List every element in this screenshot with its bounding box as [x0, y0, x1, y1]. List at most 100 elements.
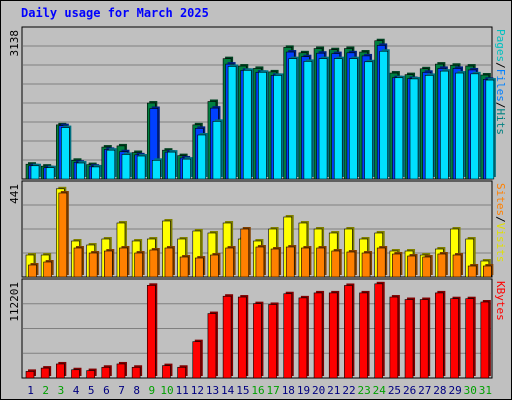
- bar-pages-day-7: [121, 154, 131, 180]
- bar-kbytes-day-24: [374, 283, 384, 379]
- x-tick-label-day-24: 24: [373, 384, 387, 397]
- legend-entry: /: [494, 62, 507, 69]
- bar-kbytes-day-1: [25, 371, 35, 379]
- bar-pages-day-1: [30, 165, 40, 180]
- bar-pages-day-22: [349, 58, 358, 180]
- bar-pages-day-2: [45, 167, 55, 180]
- bar-sites-day-4: [73, 247, 83, 278]
- bar-sites-day-17: [270, 248, 280, 278]
- bar-sites-day-24: [376, 247, 386, 278]
- y-max-label-top: 3138: [8, 30, 21, 57]
- bar-pages-day-26: [409, 78, 419, 180]
- bar-sites-day-9: [149, 249, 159, 278]
- bar-kbytes-day-25: [389, 296, 399, 379]
- bar-pages-day-14: [227, 66, 237, 180]
- bar-sites-day-7: [119, 247, 128, 278]
- bar-pages-day-28: [440, 70, 449, 180]
- bar-pages-day-23: [364, 61, 373, 180]
- bar-sites-day-11: [179, 256, 189, 278]
- bar-pages-day-11: [182, 158, 191, 180]
- bar-kbytes-day-23: [359, 292, 368, 379]
- bar-pages-day-24: [379, 50, 389, 180]
- bar-pages-day-31: [485, 79, 495, 180]
- x-tick-label-day-30: 30: [464, 384, 477, 397]
- bar-sites-day-1: [28, 264, 37, 278]
- bar-pages-day-15: [242, 70, 252, 180]
- legend-entry: Hits: [494, 109, 507, 136]
- legend-entry: Visits: [494, 223, 507, 263]
- bar-sites-day-6: [104, 250, 113, 278]
- x-tick-label-day-15: 15: [236, 384, 249, 397]
- bar-kbytes-day-11: [177, 366, 186, 379]
- x-tick-label-day-1: 1: [27, 384, 34, 397]
- bar-sites-day-2: [43, 261, 52, 278]
- legend-middle: Sites/Visits: [494, 183, 507, 263]
- bar-sites-day-25: [392, 253, 401, 278]
- x-tick-label-day-11: 11: [176, 384, 189, 397]
- bar-sites-day-12: [194, 257, 204, 278]
- bar-sites-day-31: [483, 265, 492, 278]
- x-tick-label-day-20: 20: [312, 384, 325, 397]
- bar-kbytes-day-12: [192, 341, 202, 379]
- legend-entry: Sites: [494, 183, 507, 216]
- x-tick-label-day-25: 25: [388, 384, 401, 397]
- x-tick-label-day-28: 28: [433, 384, 446, 397]
- x-tick-label-day-18: 18: [282, 384, 295, 397]
- bar-sites-day-13: [210, 254, 219, 278]
- bar-sites-day-20: [316, 247, 325, 278]
- bar-sites-day-10: [164, 247, 174, 278]
- bar-kbytes-day-20: [313, 292, 323, 379]
- legend-top: Pages/Files/Hits: [494, 29, 507, 135]
- x-tick-label-day-31: 31: [479, 384, 492, 397]
- x-tick-label-day-8: 8: [133, 384, 140, 397]
- bar-kbytes-day-17: [268, 304, 277, 379]
- bar-sites-day-27: [422, 256, 431, 278]
- bar-kbytes-day-22: [344, 285, 353, 379]
- x-tick-label-day-2: 2: [42, 384, 49, 397]
- bar-sites-day-18: [285, 246, 295, 278]
- bar-kbytes-day-5: [86, 370, 95, 379]
- x-tick-label-day-3: 3: [58, 384, 65, 397]
- bar-kbytes-day-26: [404, 299, 414, 379]
- bar-kbytes-day-15: [237, 296, 247, 379]
- bar-sites-day-23: [361, 252, 371, 278]
- bar-kbytes-day-16: [253, 303, 262, 379]
- x-tick-label-day-29: 29: [448, 384, 461, 397]
- x-tick-label-day-12: 12: [191, 384, 204, 397]
- bar-pages-day-3: [61, 127, 70, 180]
- x-tick-label-day-5: 5: [88, 384, 95, 397]
- bar-kbytes-day-21: [328, 292, 338, 379]
- legend-entry: Pages: [494, 29, 507, 62]
- x-tick-label-day-26: 26: [403, 384, 416, 397]
- x-tick-label-day-23: 23: [358, 384, 371, 397]
- bar-pages-day-30: [470, 73, 479, 180]
- bar-kbytes-day-14: [222, 295, 232, 379]
- legend-entry: KBytes: [494, 281, 507, 321]
- bar-kbytes-day-6: [101, 366, 111, 379]
- bar-pages-day-5: [91, 166, 100, 180]
- bar-sites-day-8: [134, 252, 143, 278]
- y-max-label-bottom: 112201: [8, 282, 21, 322]
- legend-entry: /: [494, 102, 507, 109]
- y-max-label-middle: 441: [8, 184, 21, 204]
- x-tick-label-day-6: 6: [103, 384, 110, 397]
- x-tick-label-day-17: 17: [267, 384, 280, 397]
- bar-pages-day-9: [151, 160, 161, 180]
- bar-pages-day-4: [76, 162, 85, 180]
- bar-sites-day-16: [255, 246, 265, 278]
- x-tick-label-day-14: 14: [221, 384, 235, 397]
- bar-pages-day-13: [212, 121, 222, 180]
- bar-kbytes-day-19: [298, 297, 308, 379]
- x-tick-label-day-7: 7: [118, 384, 125, 397]
- bar-pages-day-6: [106, 149, 116, 180]
- bar-pages-day-29: [455, 72, 464, 180]
- x-tick-label-day-27: 27: [418, 384, 431, 397]
- bar-sites-day-30: [467, 265, 477, 278]
- bar-kbytes-day-27: [419, 299, 429, 379]
- bar-kbytes-day-4: [71, 369, 80, 379]
- x-tick-label-day-4: 4: [73, 384, 80, 397]
- x-tick-label-day-13: 13: [206, 384, 219, 397]
- bar-kbytes-day-29: [450, 298, 459, 379]
